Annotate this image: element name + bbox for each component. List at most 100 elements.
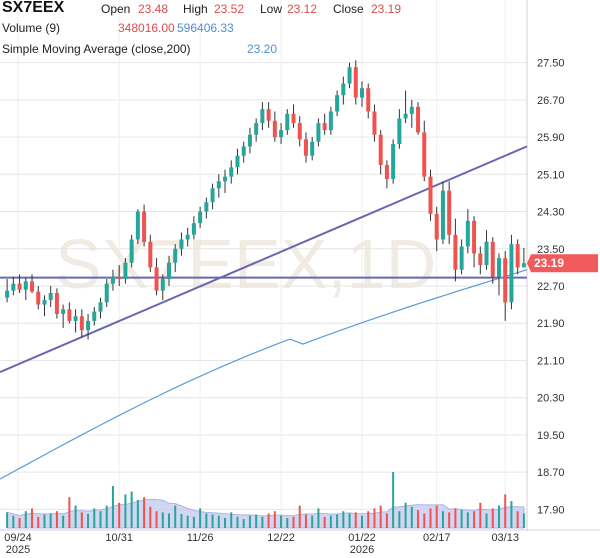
candle-body	[229, 167, 234, 177]
volume-bar	[68, 497, 71, 528]
volume-bar	[37, 516, 40, 528]
volume-bar	[516, 511, 519, 528]
volume-bar	[155, 511, 158, 528]
volume-bar	[392, 472, 395, 528]
volume-bar	[49, 513, 52, 528]
volume-bar	[485, 513, 488, 528]
volume-bar	[174, 505, 177, 528]
x-tick-label: 12/22	[267, 532, 295, 544]
candle-body	[154, 267, 159, 291]
candle-body	[260, 109, 265, 124]
y-tick-label: 23.50	[537, 244, 565, 256]
candle-body	[48, 292, 53, 300]
volume-bar	[24, 511, 27, 528]
sma-label: Simple Moving Average (close,200)	[2, 42, 191, 56]
candle-body	[254, 123, 259, 135]
y-tick-label: 17.90	[537, 504, 565, 516]
volume-bar	[429, 508, 432, 528]
volume-bar	[18, 517, 21, 528]
candle-body	[347, 67, 352, 84]
volume-bar	[491, 508, 494, 528]
candle-body	[67, 309, 72, 321]
volume-bar	[167, 513, 170, 528]
candle-body	[478, 253, 483, 266]
volume-bar	[423, 513, 426, 528]
volume-bar	[248, 515, 251, 528]
volume-bar	[255, 514, 258, 528]
candle-body	[241, 146, 246, 156]
candle-body	[515, 244, 520, 268]
volume-bar	[435, 505, 438, 528]
volume-bar	[43, 514, 46, 528]
candle-body	[36, 291, 41, 305]
candle-body	[322, 123, 327, 131]
candle-body	[496, 258, 501, 277]
volume-bar	[329, 515, 332, 528]
volume-value: 348016.00	[118, 21, 175, 35]
candle-body	[223, 176, 228, 182]
candle-body	[440, 190, 445, 240]
volume-bar	[224, 517, 227, 528]
candle-body	[11, 283, 16, 291]
last-price-badge: 23.19	[527, 254, 598, 273]
close-label: Close	[333, 2, 364, 16]
y-tick-label: 20.30	[537, 393, 565, 405]
volume-bars	[6, 472, 525, 529]
volume-bar	[361, 515, 364, 528]
y-tick-label: 18.70	[537, 467, 565, 479]
volume-bar	[385, 513, 388, 528]
volume-bar	[130, 491, 133, 528]
volume-bar	[80, 512, 83, 528]
candle-body	[73, 316, 78, 321]
high-label: High	[183, 2, 208, 16]
volume-bar	[323, 516, 326, 528]
candle-body	[179, 239, 184, 249]
candle-body	[341, 83, 346, 96]
volume-bar	[217, 515, 220, 528]
candle-body	[148, 241, 153, 268]
candle-body	[110, 276, 115, 284]
candle-body	[422, 132, 427, 177]
volume-bar	[367, 511, 370, 528]
x-tick-sublabel: 2026	[350, 544, 374, 556]
volume-bar	[342, 511, 345, 528]
candle-body	[472, 220, 477, 254]
volume-bar	[348, 513, 351, 528]
open-label: Open	[101, 2, 131, 16]
candle-body	[291, 113, 296, 124]
candle-body	[366, 88, 371, 112]
candle-body	[54, 292, 59, 314]
y-tick-label: 22.70	[537, 281, 565, 293]
candle-body	[503, 258, 508, 303]
volume-bar	[199, 508, 202, 528]
y-tick-label: 21.10	[537, 355, 565, 367]
volume-bar	[230, 512, 233, 528]
candle-body	[272, 120, 277, 138]
candle-body	[328, 111, 333, 131]
high-value: 23.52	[214, 2, 245, 16]
candle-body	[428, 176, 433, 214]
candle-body	[484, 241, 489, 266]
candle-body	[521, 263, 526, 268]
candle-body	[378, 134, 383, 165]
volume-bar	[186, 515, 189, 528]
candle-body	[210, 188, 215, 203]
volume-bar	[286, 517, 289, 528]
candle-body	[310, 141, 315, 156]
volume-bar	[466, 512, 469, 528]
candle-body	[360, 88, 365, 98]
candle-body	[185, 234, 190, 240]
candle-body	[279, 130, 284, 138]
volume-bar	[161, 512, 164, 528]
x-tick-label: 09/24	[4, 532, 32, 544]
candlesticks[interactable]	[5, 60, 526, 340]
volume-label: Volume (9)	[2, 21, 61, 35]
volume-bar	[510, 501, 513, 528]
candle-body	[372, 111, 377, 135]
candle-body	[285, 113, 290, 131]
y-tick-label: 19.50	[537, 430, 565, 442]
chart-legend: SX7EEX Open 23.48 High 23.52 Low 23.12 C…	[0, 0, 600, 60]
candle-body	[104, 283, 109, 303]
